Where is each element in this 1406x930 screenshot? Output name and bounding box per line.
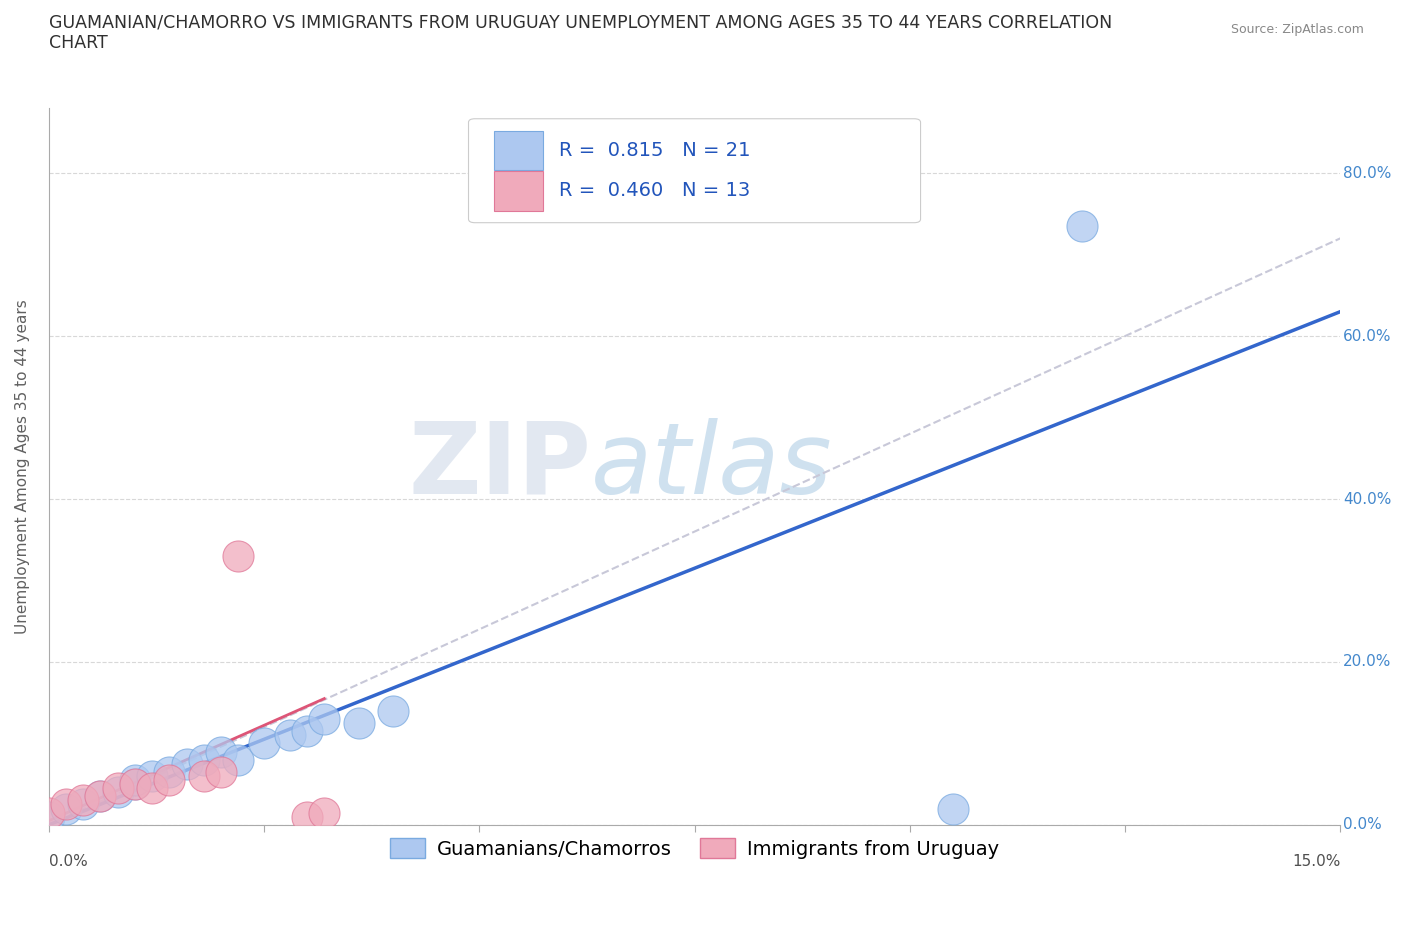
Point (72, 793, 94, 808)
Point (38, 809, 60, 824)
Y-axis label: Unemployment Among Ages 35 to 44 years: Unemployment Among Ages 35 to 44 years (15, 299, 30, 634)
Text: 0.0%: 0.0% (49, 854, 87, 869)
Point (176, 756, 198, 771)
FancyBboxPatch shape (468, 119, 921, 222)
FancyBboxPatch shape (495, 131, 544, 170)
Text: R =  0.815   N = 21: R = 0.815 N = 21 (560, 140, 751, 160)
Point (89, 789, 111, 804)
Point (226, 549, 249, 564)
Point (124, 777, 146, 791)
Point (141, 768, 163, 783)
Point (253, 736, 276, 751)
Point (72, 797, 94, 812)
Point (89, 789, 111, 804)
Point (942, 801, 965, 816)
Text: CHART: CHART (49, 34, 108, 52)
Text: 40.0%: 40.0% (1343, 492, 1392, 507)
Text: GUAMANIAN/CHAMORRO VS IMMIGRANTS FROM URUGUAY UNEMPLOYMENT AMONG AGES 35 TO 44 Y: GUAMANIAN/CHAMORRO VS IMMIGRANTS FROM UR… (49, 14, 1112, 32)
Point (1071, 219, 1094, 233)
Point (157, 773, 180, 788)
Legend: Guamanians/Chamorros, Immigrants from Uruguay: Guamanians/Chamorros, Immigrants from Ur… (382, 830, 1007, 867)
Point (209, 764, 232, 779)
Point (157, 764, 180, 779)
Text: 0.0%: 0.0% (1343, 817, 1382, 832)
Text: 15.0%: 15.0% (1292, 854, 1340, 869)
Point (124, 773, 146, 788)
Point (193, 752, 215, 767)
Point (124, 777, 146, 791)
Text: R =  0.460   N = 13: R = 0.460 N = 13 (560, 181, 751, 200)
Point (107, 785, 129, 800)
Point (278, 728, 301, 743)
Point (55, 797, 77, 812)
Point (314, 805, 336, 820)
Point (382, 703, 405, 718)
Text: 20.0%: 20.0% (1343, 655, 1392, 670)
Text: 60.0%: 60.0% (1343, 328, 1392, 343)
Point (55, 801, 77, 816)
Point (295, 724, 318, 738)
Point (347, 715, 370, 730)
Point (209, 744, 232, 759)
Point (295, 809, 318, 824)
Point (38, 805, 60, 820)
Point (107, 781, 129, 796)
Text: 80.0%: 80.0% (1343, 166, 1392, 180)
Point (193, 768, 215, 783)
Point (141, 781, 163, 796)
Text: Source: ZipAtlas.com: Source: ZipAtlas.com (1230, 23, 1364, 36)
Point (314, 711, 336, 726)
Text: atlas: atlas (591, 418, 832, 515)
FancyBboxPatch shape (495, 171, 544, 210)
Text: ZIP: ZIP (408, 418, 591, 515)
Point (226, 752, 249, 767)
